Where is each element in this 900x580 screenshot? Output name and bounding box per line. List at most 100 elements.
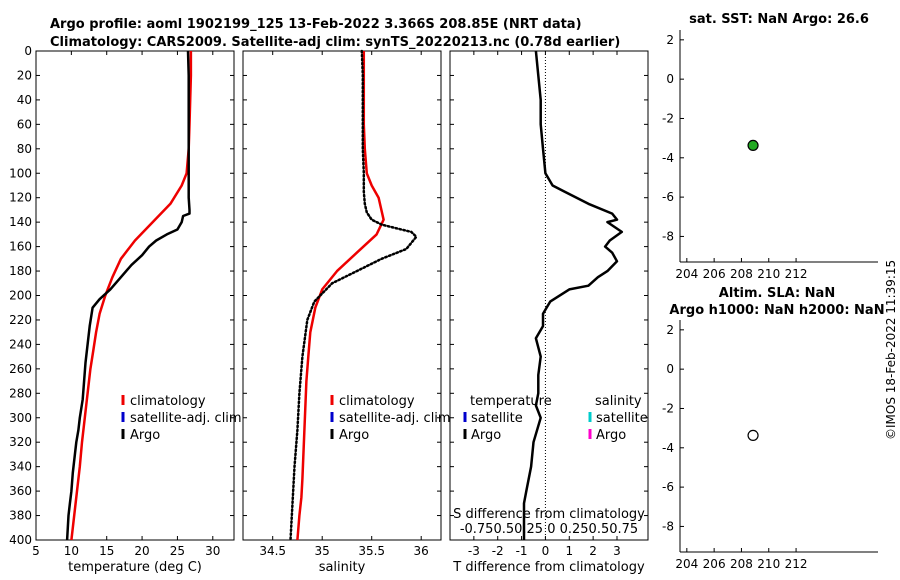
depth-tick-label: 100 xyxy=(9,166,32,180)
plots: 5 10 15 20 25 3002040608010012014016018020022… xyxy=(9,12,884,575)
salinity-xtick-label: 35.5 xyxy=(358,544,385,558)
sst-ytick-label: 2 xyxy=(666,33,674,47)
difference-s-label: S difference from climatology xyxy=(453,507,645,522)
depth-tick-label: 280 xyxy=(9,386,32,400)
salinity-legend-label: Argo xyxy=(339,428,369,443)
panel-temperature: 5 10 15 20 25 3002040608010012014016018020022… xyxy=(9,44,242,575)
depth-tick-label: 380 xyxy=(9,509,32,523)
depth-tick-label: 240 xyxy=(9,337,32,351)
salinity-legend-label: satellite-adj. clim xyxy=(339,411,451,426)
legend-temp-label: satellite xyxy=(471,411,523,426)
difference-xlabel: T difference from climatology xyxy=(452,560,645,575)
depth-tick-label: 80 xyxy=(17,142,32,156)
temperature-legend-label: climatology xyxy=(130,394,206,409)
panel-difference: -3 -2 -1 0 1 2 3 T difference from climatology t… xyxy=(449,50,649,575)
temperature-axes-box xyxy=(35,50,235,541)
salinity-legend-label: climatology xyxy=(339,394,415,409)
salinity-xtick-label: 35 xyxy=(315,544,330,558)
difference-xtick-label: 3 xyxy=(613,544,621,558)
difference-xtick-label: 0 xyxy=(542,544,550,558)
sst-xtick-label: 204 xyxy=(675,267,698,281)
difference-xtick-label: -3 xyxy=(468,544,480,558)
difference-xtick-label: 2 xyxy=(589,544,597,558)
depth-tick-label: 160 xyxy=(9,240,32,254)
sst-title: sat. SST: NaN Argo: 26.6 xyxy=(689,12,869,27)
panel-sst: 204 206 208 210 212 2 0 -2 -4 -6 -8 sat. SST: NaN A… xyxy=(662,12,878,281)
temperature-series-climatology xyxy=(70,51,193,541)
salinity-series-argo xyxy=(289,49,418,542)
legend-salinity-title: salinity xyxy=(595,394,642,409)
depth-tick-label: 260 xyxy=(9,362,32,376)
depth-tick-label: 300 xyxy=(9,411,32,425)
salinity-axes-box xyxy=(242,50,442,541)
panel-sla: 204 206 208 210 212 2 0 -2 -4 -6 -8 Altim. SLA: NaN… xyxy=(662,286,885,571)
salinity-xtick-label: 36 xyxy=(414,544,429,558)
sla-xtick-label: 210 xyxy=(757,557,780,571)
depth-tick-label: 20 xyxy=(17,68,32,82)
temperature-xtick-label: 30 xyxy=(205,544,220,558)
depth-tick-label: 40 xyxy=(17,93,32,107)
depth-tick-label: 0 xyxy=(24,44,32,58)
difference-axes-box xyxy=(449,50,649,541)
depth-tick-label: 400 xyxy=(9,533,32,547)
temperature-legend: climatology satellite-adj. clim Argo xyxy=(121,394,242,443)
sla-title: Altim. SLA: NaN xyxy=(719,286,835,301)
temperature-legend-label: Argo xyxy=(130,428,160,443)
sla-ytick-label: -8 xyxy=(662,519,674,533)
difference-s-ticks: -0.750.50.25 0 0.250.50.75 xyxy=(460,522,638,537)
sla-ytick-label: -2 xyxy=(662,401,674,415)
sla-ytick-label: -6 xyxy=(662,480,674,494)
salinity-series-climatology xyxy=(296,51,385,541)
legend-temp-label: Argo xyxy=(471,428,501,443)
temperature-xtick-label: 15 xyxy=(99,544,114,558)
depth-tick-label: 180 xyxy=(9,264,32,278)
header-line-1: Argo profile: aoml 1902199_125 13-Feb-20… xyxy=(50,17,582,32)
sst-ytick-label: -6 xyxy=(662,190,674,204)
sst-ytick-label: 0 xyxy=(666,72,674,86)
temperature-xtick-label: 5 xyxy=(32,544,40,558)
depth-tick-label: 60 xyxy=(17,117,32,131)
temperature-legend-label: satellite-adj. clim xyxy=(130,411,242,426)
sst-xtick-label: 210 xyxy=(757,267,780,281)
sla-xtick-label: 204 xyxy=(675,557,698,571)
temperature-xtick-label: 20 xyxy=(134,544,149,558)
depth-tick-label: 120 xyxy=(9,191,32,205)
sst-xtick-label: 208 xyxy=(730,267,753,281)
sla-xtick-label: 206 xyxy=(703,557,726,571)
depth-tick-label: 320 xyxy=(9,435,32,449)
salinity-xtick-label: 34.5 xyxy=(259,544,286,558)
sla-ytick-label: 0 xyxy=(666,362,674,376)
depth-tick-label: 220 xyxy=(9,313,32,327)
sla-xtick-label: 208 xyxy=(730,557,753,571)
temperature-xtick-label: 10 xyxy=(64,544,79,558)
temperature-xtick-label: 25 xyxy=(170,544,185,558)
difference-series-t-difference xyxy=(522,50,624,540)
sla-xtick-label: 212 xyxy=(785,557,808,571)
difference-xtick-label: -2 xyxy=(492,544,504,558)
panel-salinity: 34.5 35 35.5 36 salinity climatology satellite… xyxy=(242,49,451,575)
sst-xtick-label: 206 xyxy=(703,267,726,281)
header-line-2: Climatology: CARS2009. Satellite-adj cli… xyxy=(50,35,620,50)
sla-ytick-label: -4 xyxy=(662,441,674,455)
sst-point xyxy=(747,139,759,152)
depth-tick-label: 140 xyxy=(9,215,32,229)
temperature-series-argo xyxy=(65,50,191,541)
difference-xtick-label: -1 xyxy=(516,544,528,558)
legend-temperature-title: temperature xyxy=(470,394,552,409)
difference-legend: temperature salinity satellite Argo satellit… xyxy=(453,394,648,537)
sst-ytick-label: -8 xyxy=(662,229,674,243)
depth-tick-label: 340 xyxy=(9,460,32,474)
temperature-xlabel: temperature (deg C) xyxy=(68,560,202,575)
legend-sal-label: satellite xyxy=(596,411,648,426)
legend-sal-label: Argo xyxy=(596,428,626,443)
imos-timestamp: ©IMOS 18-Feb-2022 11:39:15 xyxy=(884,260,898,440)
salinity-legend: climatology satellite-adj. clim Argo xyxy=(330,394,451,443)
depth-tick-label: 200 xyxy=(9,289,32,303)
depth-tick-label: 360 xyxy=(9,484,32,498)
difference-xtick-label: 1 xyxy=(565,544,573,558)
sla-subtitle: Argo h1000: NaN h2000: NaN xyxy=(669,303,884,318)
sst-ytick-label: -2 xyxy=(662,111,674,125)
sst-ytick-label: -4 xyxy=(662,151,674,165)
salinity-xlabel: salinity xyxy=(319,560,366,575)
